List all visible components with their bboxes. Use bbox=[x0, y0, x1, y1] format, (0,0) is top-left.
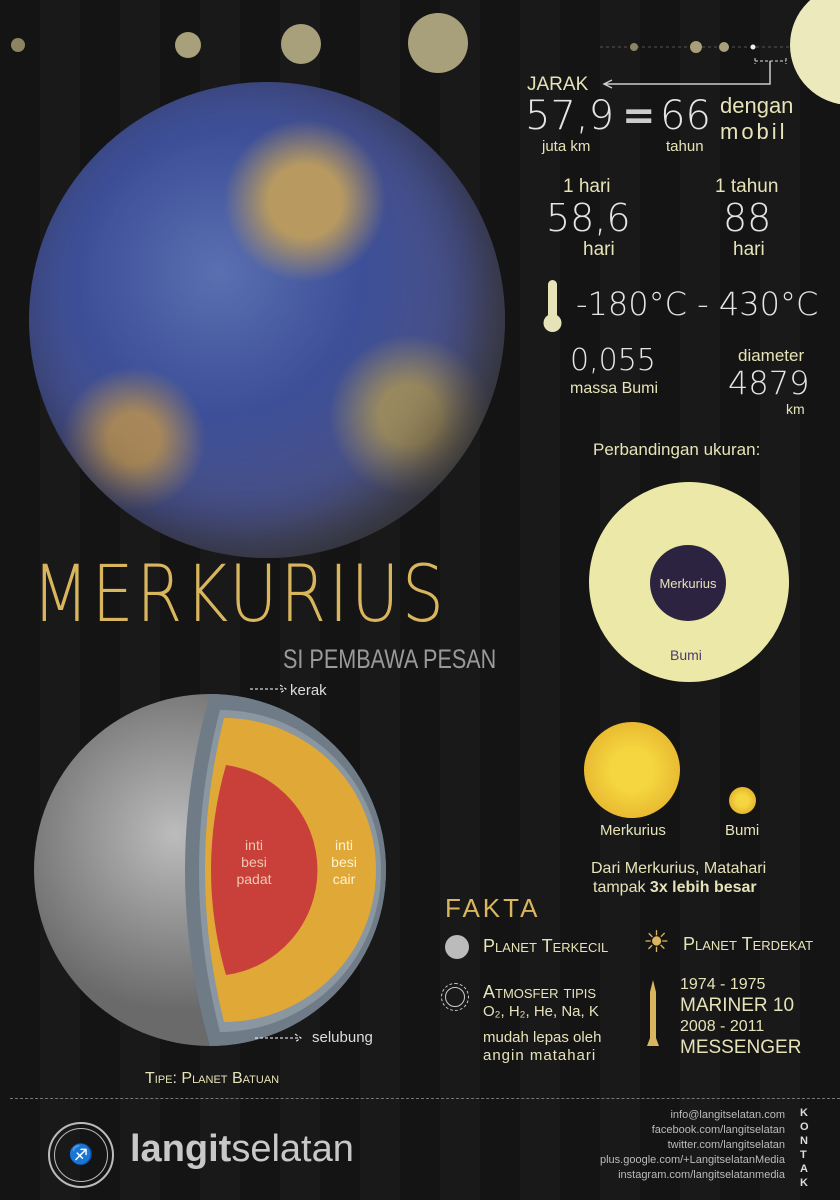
diameter-unit: km bbox=[786, 401, 805, 417]
fact-atmosphere: Atmosfer tipis bbox=[483, 982, 597, 1002]
sun-caption-bold: 3x lebih besar bbox=[649, 879, 757, 896]
fact-smallest: Planet Terkecil bbox=[483, 936, 609, 956]
atmosphere-icon bbox=[441, 983, 469, 1011]
crust-label: kerak bbox=[290, 682, 327, 699]
mercury-planet-image bbox=[29, 82, 505, 558]
planet-dot bbox=[281, 24, 321, 64]
contact-twitter[interactable]: twitter.com/langitselatan bbox=[667, 1139, 785, 1151]
mission-1-name: MARINER 10 bbox=[680, 995, 795, 1016]
page-subtitle: SI PEMBAWA PESAN bbox=[283, 644, 497, 674]
small-planet-icon bbox=[445, 935, 469, 959]
mass-unit: massa Bumi bbox=[570, 380, 659, 397]
planet-dot bbox=[11, 38, 25, 52]
day-value: 58,6 bbox=[546, 196, 631, 240]
sun-from-earth bbox=[729, 787, 756, 814]
mission-1-years: 1974 - 1975 bbox=[680, 976, 766, 993]
car-years-unit: tahun bbox=[666, 138, 704, 155]
facts-title: FAKTA bbox=[445, 893, 541, 923]
distance-label: JARAK bbox=[527, 74, 589, 95]
atmosphere-note-1: mudah lepas oleh bbox=[483, 1029, 602, 1046]
contact-label: KONTAK bbox=[800, 1107, 809, 1189]
planet-dot bbox=[175, 32, 201, 58]
outer-core-label: inti besi cair bbox=[331, 837, 357, 887]
mantle-label: selubung bbox=[312, 1029, 373, 1046]
contact-google-plus[interactable]: plus.google.com/+LangitselatanMedia bbox=[600, 1154, 785, 1166]
interior-structure-diagram bbox=[34, 684, 386, 1046]
inner-core-layer bbox=[211, 765, 318, 975]
logo: ♐ bbox=[48, 1122, 114, 1188]
diameter-label: diameter bbox=[738, 346, 805, 365]
atmosphere-gases: O₂, H₂, He, Na, K bbox=[483, 1003, 599, 1020]
car-years-value: 66 bbox=[660, 93, 711, 139]
mass-value: 0,055 bbox=[570, 343, 656, 378]
car-label-2: mobil bbox=[720, 119, 788, 144]
mission-2-name: MESSENGER bbox=[680, 1037, 802, 1058]
distance-unit: juta km bbox=[542, 138, 591, 155]
inner-core-label: inti besi padat bbox=[236, 837, 272, 887]
sun-label-mercury: Merkurius bbox=[600, 822, 666, 839]
fact-closest: Planet Terdekat bbox=[683, 934, 814, 954]
size-comparison-title: Perbandingan ukuran: bbox=[593, 440, 761, 459]
earth-size-label: Bumi bbox=[670, 647, 702, 663]
day-unit: hari bbox=[583, 239, 615, 260]
sun-caption-1: Dari Merkurius, Matahari bbox=[591, 860, 767, 877]
brand-name: langitselatan bbox=[130, 1128, 354, 1170]
sun-from-mercury bbox=[584, 722, 680, 818]
sun-circle bbox=[790, 0, 840, 105]
contact-list: info@langitselatan.com facebook.com/lang… bbox=[600, 1108, 785, 1183]
distance-value: 57,9 bbox=[525, 93, 615, 139]
planet-type: Tipe: Planet Batuan bbox=[145, 1070, 280, 1087]
sun-caption-prefix: tampak bbox=[593, 879, 650, 896]
footer-divider bbox=[10, 1098, 840, 1099]
contact-instagram[interactable]: instagram.com/langitselatanmedia bbox=[618, 1169, 785, 1181]
mercury-size-label: Merkurius bbox=[659, 575, 717, 591]
mission-2-years: 2008 - 2011 bbox=[680, 1018, 765, 1035]
planet-orbit-diagram bbox=[11, 0, 840, 105]
temperature-range: -180°C - 430°C bbox=[576, 285, 819, 323]
year-label: 1 tahun bbox=[715, 176, 779, 197]
rocket-icon bbox=[647, 980, 659, 1046]
sun-icon: ☀ bbox=[643, 926, 670, 959]
page-title: MERKURIUS bbox=[32, 550, 447, 640]
year-value: 88 bbox=[723, 196, 772, 240]
contact-facebook[interactable]: facebook.com/langitselatan bbox=[651, 1124, 785, 1136]
diameter-value: 4879 bbox=[728, 364, 810, 402]
car-label-1: dengan bbox=[720, 93, 794, 118]
contact-email[interactable]: info@langitselatan.com bbox=[670, 1109, 785, 1121]
equals-sign: = bbox=[622, 93, 656, 139]
mercury-size-circle: Merkurius bbox=[650, 545, 726, 621]
atmosphere-note-2: angin matahari bbox=[483, 1047, 597, 1064]
sun-label-earth: Bumi bbox=[725, 822, 760, 839]
year-unit: hari bbox=[733, 239, 765, 260]
planet-dot bbox=[408, 13, 468, 73]
day-label: 1 hari bbox=[563, 176, 611, 197]
thermometer-icon bbox=[543, 280, 562, 332]
